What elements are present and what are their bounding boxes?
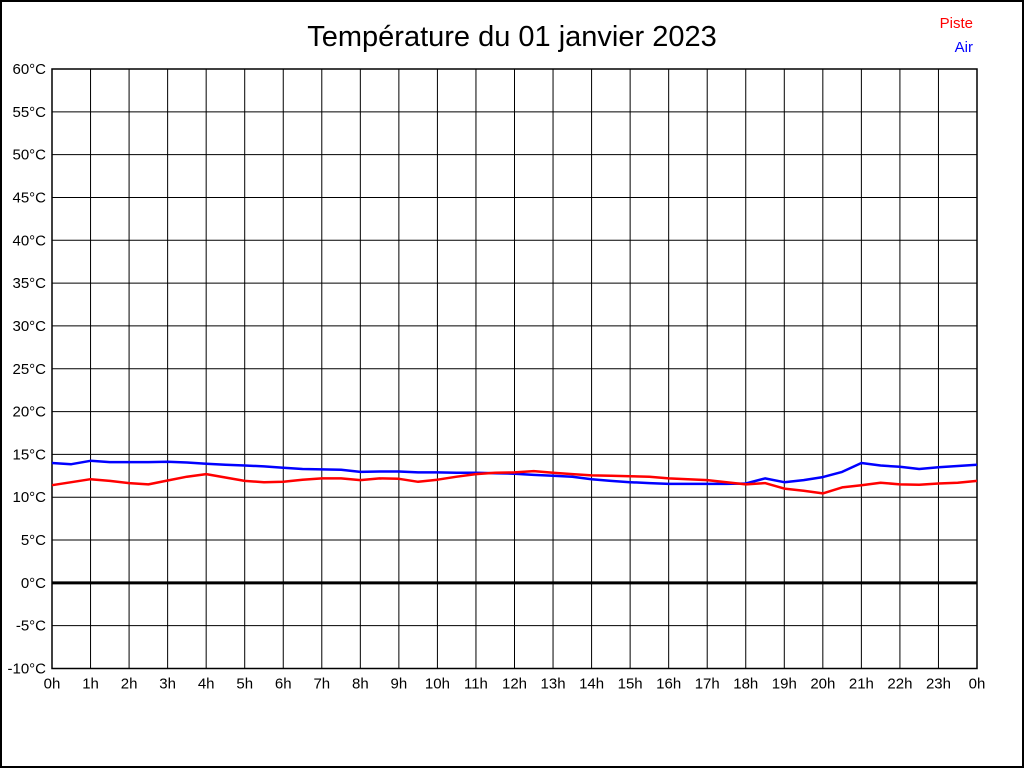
x-tick-label: 22h [887,676,912,693]
x-tick-label: 3h [159,676,176,693]
series-line-air [51,459,978,486]
x-tick-label: 7h [313,676,330,693]
series-line-piste [51,469,978,495]
plot-border [51,68,978,670]
x-tick-label: 5h [236,676,253,693]
x-tick-label: 23h [926,676,951,693]
x-tick-label: 17h [695,676,720,693]
x-tick-label: 0h [969,676,986,693]
x-tick-label: 19h [772,676,797,693]
y-tick-label: -10°C [7,661,46,678]
y-tick-label: -5°C [16,618,46,635]
y-tick-label: 50°C [12,147,46,164]
chart-title: Température du 01 janvier 2023 [307,21,717,53]
y-tick-label: 15°C [12,446,46,463]
y-tick-label: 10°C [12,489,46,506]
x-tick-label: 8h [352,676,369,693]
y-tick-label: 20°C [12,404,46,421]
y-tick-label: 55°C [12,104,46,121]
y-tick-label: 45°C [12,189,46,206]
y-tick-label: 35°C [12,275,46,292]
y-tick-label: 40°C [12,232,46,249]
x-tick-label: 12h [502,676,527,693]
x-tick-label: 11h [464,676,488,693]
x-tick-label: 13h [541,676,566,693]
legend-item-air: Air [954,39,973,56]
x-tick-label: 20h [810,676,835,693]
x-tick-label: 16h [656,676,681,693]
y-tick-label: 25°C [12,361,46,378]
x-tick-label: 1h [82,676,99,693]
x-tick-label: 6h [275,676,292,693]
x-tick-label: 0h [44,676,61,693]
legend-item-piste: Piste [939,15,973,32]
x-tick-label: 15h [618,676,643,693]
x-tick-label: 2h [121,676,138,693]
x-tick-label: 4h [198,676,215,693]
x-tick-label: 21h [849,676,874,693]
y-tick-label: 5°C [21,532,46,549]
x-tick-label: 10h [425,676,450,693]
x-tick-label: 14h [579,676,604,693]
y-tick-label: 30°C [12,318,46,335]
y-tick-label: 60°C [12,61,46,78]
y-tick-label: 0°C [21,575,46,592]
legend: Piste Air [940,12,973,60]
x-tick-label: 18h [733,676,758,693]
x-tick-label: 9h [391,676,408,693]
